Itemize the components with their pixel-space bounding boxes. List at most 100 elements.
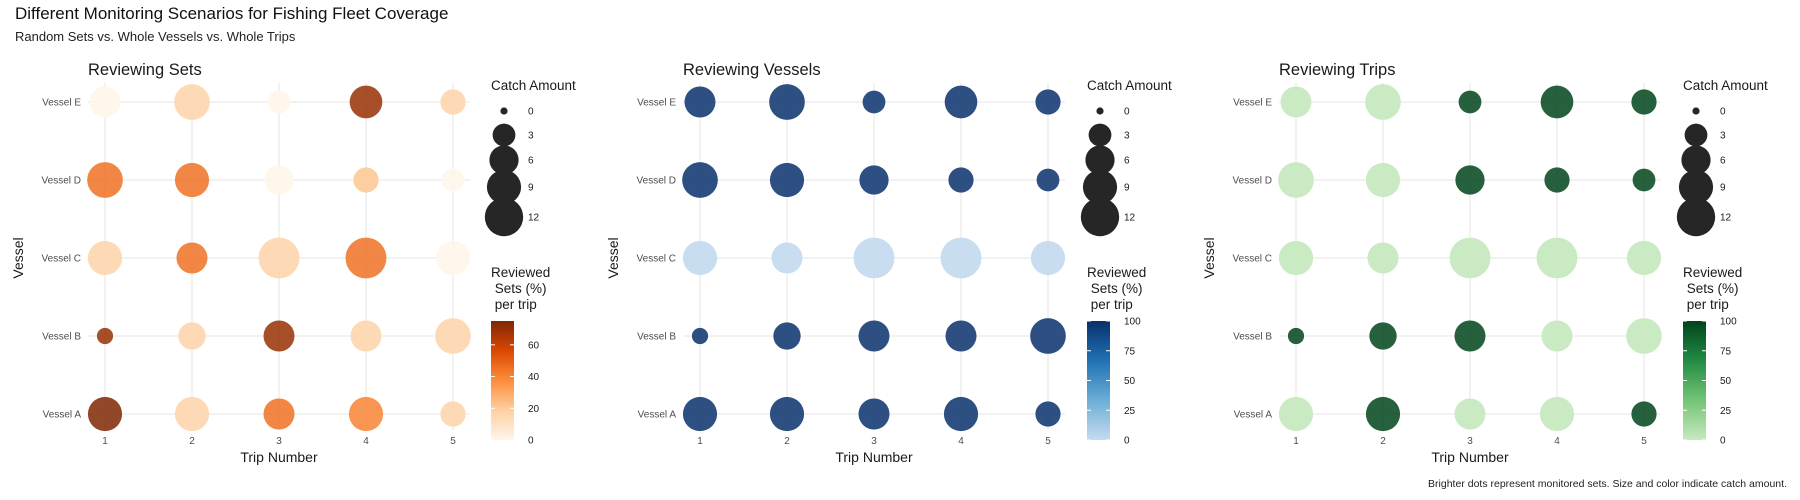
size-legend-label: 12 — [528, 213, 540, 224]
size-legend-label: 12 — [1720, 213, 1732, 224]
data-point — [349, 85, 383, 119]
x-tick-label: 3 — [871, 436, 877, 447]
data-point — [1632, 168, 1656, 192]
size-legend-title: Catch Amount — [491, 78, 576, 93]
size-legend-key — [1684, 123, 1708, 147]
size-legend-key — [1678, 169, 1714, 205]
x-tick-label: 2 — [784, 436, 790, 447]
panel-title: Reviewing Trips — [1279, 61, 1395, 79]
data-point — [263, 398, 295, 430]
size-legend-key — [1082, 169, 1118, 205]
color-bar-label: 25 — [1124, 406, 1136, 417]
data-point — [96, 327, 114, 345]
data-point — [345, 237, 387, 279]
data-point — [682, 396, 718, 432]
data-point — [1030, 318, 1066, 354]
color-bar-label: 60 — [528, 340, 540, 351]
size-legend-key — [492, 123, 516, 147]
size-legend-label: 9 — [1124, 183, 1130, 194]
panel-title: Reviewing Vessels — [683, 61, 821, 79]
y-tick-label: Vessel B — [1233, 332, 1272, 343]
data-point — [1035, 401, 1061, 427]
x-tick-label: 4 — [363, 436, 369, 447]
data-point — [1626, 240, 1662, 276]
y-tick-label: Vessel C — [42, 254, 81, 265]
data-point — [944, 85, 978, 119]
size-legend-label: 9 — [528, 183, 534, 194]
size-legend-label: 0 — [1720, 107, 1726, 118]
data-point — [1540, 85, 1574, 119]
data-point — [684, 86, 716, 118]
data-point — [858, 320, 890, 352]
data-point — [1369, 322, 1397, 350]
size-legend-key — [489, 145, 519, 175]
x-tick-label: 4 — [958, 436, 964, 447]
data-point — [1449, 237, 1491, 279]
data-point — [1631, 401, 1657, 427]
data-point — [350, 320, 382, 352]
size-legend-key — [1088, 123, 1112, 147]
size-legend-key — [1085, 145, 1115, 175]
page-title: Different Monitoring Scenarios for Fishi… — [15, 4, 449, 23]
x-tick-label: 1 — [697, 436, 703, 447]
data-point — [1365, 396, 1401, 432]
y-tick-label: Vessel D — [637, 176, 676, 187]
data-point — [945, 320, 977, 352]
x-axis-title: Trip Number — [835, 449, 913, 465]
data-point — [1541, 320, 1573, 352]
size-legend-label: 6 — [1124, 156, 1130, 167]
size-legend-key — [486, 169, 522, 205]
data-point — [1036, 168, 1060, 192]
color-bar-label: 0 — [528, 436, 534, 447]
data-point — [682, 240, 718, 276]
x-tick-label: 3 — [1467, 436, 1473, 447]
data-point — [1365, 84, 1401, 120]
data-point — [176, 242, 208, 274]
y-tick-label: Vessel E — [1233, 98, 1272, 109]
x-tick-label: 5 — [1641, 436, 1647, 447]
data-point — [1454, 320, 1486, 352]
data-point — [769, 162, 805, 198]
data-point — [859, 165, 889, 195]
y-axis-title: Vessel — [10, 237, 26, 278]
data-point — [1287, 327, 1305, 345]
data-point — [435, 240, 471, 276]
color-bar-label: 100 — [1124, 317, 1141, 328]
size-legend-key — [484, 197, 524, 237]
y-tick-label: Vessel D — [42, 176, 81, 187]
data-point — [948, 167, 974, 193]
data-point — [174, 84, 210, 120]
data-point — [1280, 86, 1312, 118]
chart-panel-2: Reviewing Vessels Vessel A Vessel B Vessel … — [605, 61, 1172, 465]
data-point — [862, 90, 886, 114]
data-point — [1454, 398, 1486, 430]
size-legend-label: 3 — [528, 131, 534, 142]
size-legend-key — [1096, 107, 1104, 115]
size-legend-label: 12 — [1124, 213, 1136, 224]
data-point — [1458, 90, 1482, 114]
chart-panel-3: Reviewing Trips Vessel A Vessel B Vessel C V… — [1201, 61, 1768, 465]
data-point — [1367, 242, 1399, 274]
x-axis-title: Trip Number — [240, 449, 318, 465]
x-tick-label: 5 — [1045, 436, 1051, 447]
x-tick-label: 4 — [1554, 436, 1560, 447]
color-bar — [491, 321, 514, 440]
y-tick-label: Vessel B — [42, 332, 81, 343]
data-point — [353, 167, 379, 193]
color-legend-title: Reviewed Sets (%) per trip — [1683, 265, 1742, 312]
data-point — [440, 89, 466, 115]
data-point — [771, 242, 803, 274]
data-point — [682, 162, 718, 198]
data-point — [441, 168, 465, 192]
data-point — [89, 86, 121, 118]
panel-title: Reviewing Sets — [88, 61, 202, 79]
chart-panel-1: Reviewing Sets Vessel A Vessel B Vessel C Ve… — [10, 61, 576, 465]
y-tick-label: Vessel C — [637, 254, 676, 265]
y-tick-label: Vessel D — [1233, 176, 1272, 187]
data-point — [87, 240, 123, 276]
data-point — [1544, 167, 1570, 193]
data-point — [940, 237, 982, 279]
x-tick-label: 1 — [1293, 436, 1299, 447]
data-point — [691, 327, 709, 345]
data-point — [1278, 162, 1314, 198]
